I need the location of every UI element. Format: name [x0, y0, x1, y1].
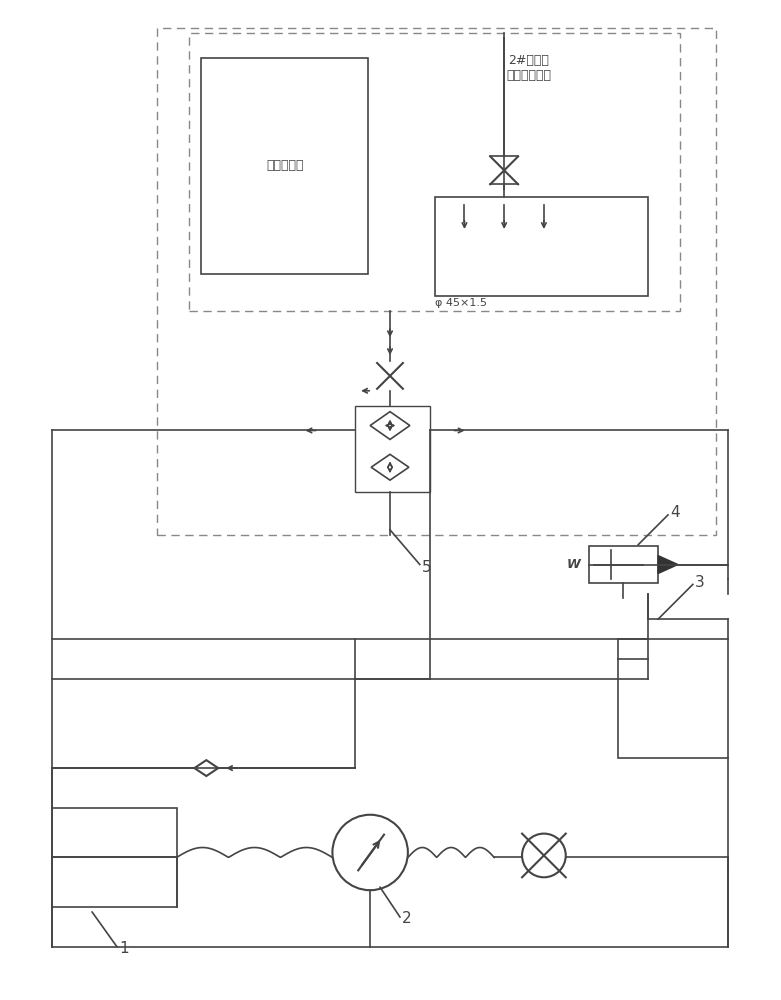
Text: φ 45×1.5: φ 45×1.5: [435, 298, 487, 308]
Bar: [190, 33, 680, 311]
Text: 1: 1: [119, 941, 129, 956]
Text: 5: 5: [422, 560, 431, 575]
Bar: [619, 639, 728, 758]
Text: 4: 4: [670, 505, 679, 520]
Circle shape: [333, 815, 408, 890]
Text: 飞机燃油筱: 飞机燃油筱: [266, 159, 304, 172]
Polygon shape: [194, 760, 218, 776]
Bar: [589, 546, 658, 583]
Bar: [355, 406, 430, 492]
Bar: [52, 808, 177, 907]
Text: 2#发动机
主油筱消耗舱: 2#发动机 主油筱消耗舱: [507, 54, 551, 82]
Polygon shape: [658, 556, 678, 573]
Polygon shape: [370, 412, 410, 439]
Bar: [435, 197, 648, 296]
Text: W: W: [567, 558, 580, 571]
Circle shape: [522, 834, 565, 877]
Bar: [201, 58, 368, 274]
Polygon shape: [371, 454, 409, 480]
Text: 2: 2: [402, 911, 412, 926]
Bar: [157, 28, 715, 535]
Text: 3: 3: [695, 575, 704, 590]
